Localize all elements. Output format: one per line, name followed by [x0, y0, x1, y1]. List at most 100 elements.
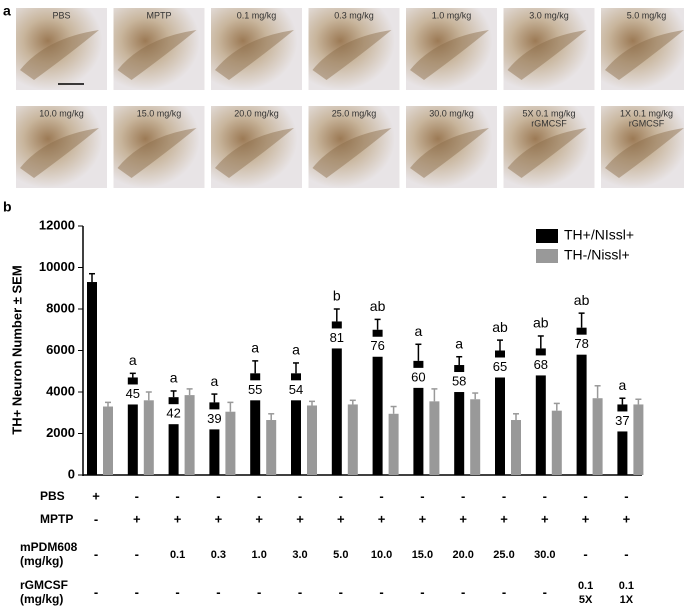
row-label: mPDM608 [20, 540, 78, 554]
percent-label: 45 [126, 386, 140, 401]
label-backdrop [245, 380, 266, 401]
significance-letter: a [211, 373, 219, 389]
condition-cell: - [543, 584, 547, 599]
row-label: (mg/kg) [20, 554, 63, 568]
condition-cell: - [257, 488, 261, 503]
condition-cell: - [339, 488, 343, 503]
label-backdrop [122, 384, 143, 405]
condition-cell: - [420, 584, 424, 599]
condition-cell: - [135, 488, 139, 503]
percent-label: 65 [493, 359, 507, 374]
micrograph [16, 106, 107, 188]
bar [291, 373, 301, 475]
condition-cell: 25.0 [493, 549, 514, 561]
bar [495, 350, 505, 475]
micrograph [308, 8, 400, 90]
legend-label: TH-/Nissl+ [564, 247, 630, 263]
condition-cell: - [216, 488, 220, 503]
bar [266, 420, 277, 475]
tissue-stain [215, 30, 294, 80]
condition-cell: 0.3 [211, 549, 226, 561]
row-label: MPTP [40, 512, 73, 526]
condition-cell: + [459, 511, 467, 526]
image-label: 25.0 mg/kg [332, 108, 377, 118]
image-label: rGMCSF [531, 118, 567, 128]
significance-letter: b [333, 288, 341, 304]
y-tick-label: 8000 [46, 300, 75, 315]
bar [87, 282, 97, 475]
condition-cell: 5X [579, 594, 593, 606]
image-label: 10.0 mg/kg [39, 108, 84, 118]
bar [225, 411, 236, 475]
significance-letter: a [292, 342, 300, 358]
bar [209, 402, 220, 475]
micrograph [113, 106, 205, 188]
percent-label: 54 [289, 382, 303, 397]
percent-label: 68 [534, 357, 548, 372]
label-backdrop [286, 380, 306, 401]
bar [168, 397, 179, 475]
condition-cell: + [255, 511, 263, 526]
condition-cell: + [215, 511, 223, 526]
condition-cell: + [92, 488, 100, 503]
micrograph [406, 106, 497, 188]
condition-cell: + [582, 511, 590, 526]
condition-cell: - [94, 511, 98, 526]
condition-cell: - [175, 488, 179, 503]
bar [127, 377, 138, 475]
bar [103, 406, 113, 475]
tissue-stain [117, 30, 197, 80]
micrograph [503, 8, 595, 90]
condition-cell: - [175, 584, 179, 599]
image-label: 5X 0.1 mg/kg [522, 108, 575, 118]
tissue-stain [410, 128, 489, 178]
legend-swatch [536, 249, 558, 263]
condition-cell: - [583, 488, 587, 503]
label-backdrop [326, 328, 347, 349]
condition-cell: + [623, 511, 631, 526]
condition-cell: 5.0 [333, 549, 348, 561]
significance-letter: a [129, 352, 137, 368]
condition-cell: - [624, 488, 628, 503]
label-backdrop [490, 357, 510, 378]
micrograph [601, 106, 684, 188]
condition-cell: - [94, 584, 98, 599]
condition-cell: - [135, 584, 139, 599]
significance-letter: ab [574, 292, 590, 308]
bar [429, 401, 440, 475]
condition-cell: - [257, 584, 261, 599]
condition-cell: - [461, 488, 465, 503]
tissue-stain [20, 30, 99, 80]
bar [250, 373, 261, 475]
bar [551, 410, 562, 475]
bar [617, 404, 628, 475]
condition-cell: + [378, 511, 386, 526]
significance-letter: a [170, 370, 178, 386]
significance-letter: a [415, 323, 423, 339]
image-label: 5.0 mg/kg [627, 10, 667, 20]
condition-cell: - [502, 488, 506, 503]
percent-label: 81 [330, 330, 344, 345]
y-axis-label: TH+ Neuron Number ± SEM [9, 265, 24, 434]
label-backdrop [571, 334, 592, 355]
bar [633, 404, 644, 475]
condition-cell: - [339, 584, 343, 599]
condition-cell: + [133, 511, 141, 526]
significance-letter: a [455, 335, 463, 351]
micrograph [503, 106, 595, 188]
y-tick-label: 12000 [39, 217, 75, 232]
micrograph [211, 8, 302, 90]
label-backdrop [163, 404, 184, 425]
condition-cell: - [543, 488, 547, 503]
condition-cell: - [502, 584, 506, 599]
percent-label: 39 [207, 411, 221, 426]
bar [413, 360, 424, 475]
tissue-stain [312, 30, 392, 80]
image-label: 1X 0.1 mg/kg [620, 108, 673, 118]
percent-label: 37 [615, 413, 629, 428]
significance-letter: ab [370, 298, 386, 314]
tissue-stain [507, 30, 587, 80]
tissue-stain [20, 128, 99, 178]
bar [511, 420, 521, 475]
